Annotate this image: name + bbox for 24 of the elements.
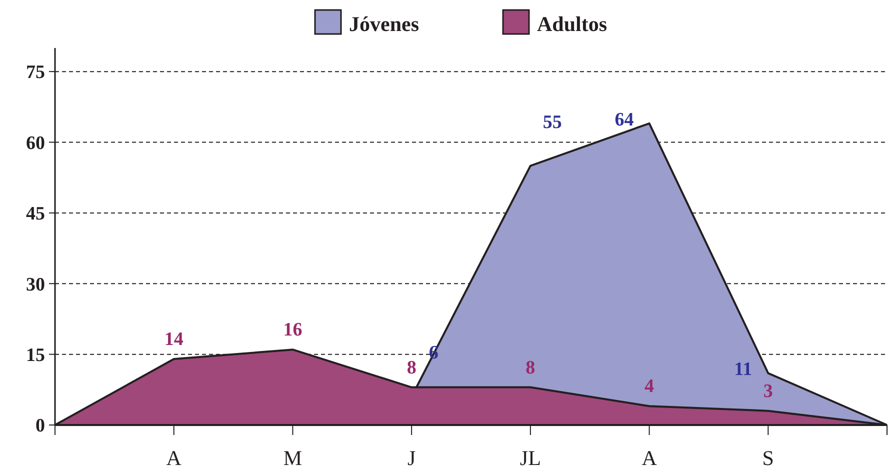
y-tick-label: 60 bbox=[26, 132, 45, 154]
x-tick-label: A bbox=[166, 446, 182, 470]
y-tick-label: 75 bbox=[26, 62, 45, 84]
data-label: 8 bbox=[526, 357, 536, 378]
data-label: 16 bbox=[283, 320, 302, 341]
x-tick-label: A bbox=[642, 446, 658, 470]
data-label: 11 bbox=[734, 359, 752, 380]
data-label: 14 bbox=[164, 329, 184, 350]
x-tick-label: M bbox=[283, 446, 302, 470]
x-tick-label: JL bbox=[520, 446, 541, 470]
legend-label: Jóvenes bbox=[349, 12, 419, 36]
y-tick-label: 30 bbox=[26, 274, 45, 296]
data-label: 55 bbox=[542, 112, 562, 133]
data-label: 4 bbox=[644, 376, 655, 398]
x-tick-label: J bbox=[407, 446, 416, 470]
data-label: 3 bbox=[763, 380, 773, 402]
data-label: 8 bbox=[406, 357, 416, 378]
data-label: 6 bbox=[428, 342, 438, 364]
data-label: 64 bbox=[614, 109, 634, 130]
x-tick-label: S bbox=[762, 446, 774, 470]
y-tick-label: 0 bbox=[36, 416, 45, 437]
y-tick-label: 45 bbox=[26, 204, 45, 225]
y-tick-label: 15 bbox=[26, 344, 45, 366]
legend-label: Adultos bbox=[537, 12, 608, 36]
